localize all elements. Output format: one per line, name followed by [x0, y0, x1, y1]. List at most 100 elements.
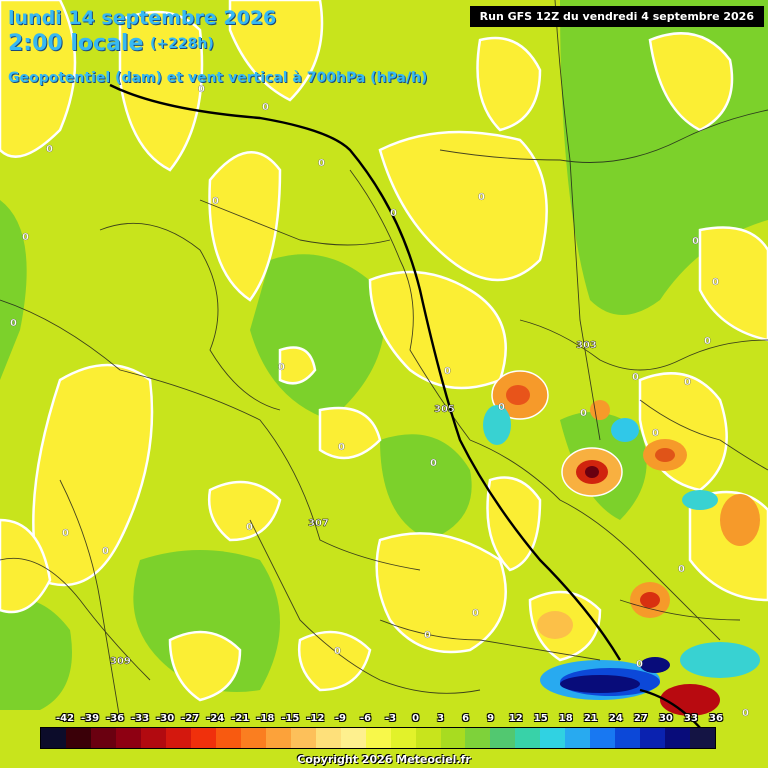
contour-label: 0 [198, 84, 205, 95]
contour-label: 0 [62, 528, 69, 539]
legend-swatch [565, 728, 591, 748]
legend-swatch [165, 728, 191, 748]
contour-label: 0 [430, 458, 437, 469]
forecast-date: lundi 14 septembre 2026 [8, 7, 277, 29]
legend-swatch [315, 728, 341, 748]
contour-label: 0 [636, 659, 643, 670]
legend-tick: 24 [608, 713, 623, 724]
legend-tick: 33 [683, 713, 698, 724]
contour-label: 0 [478, 192, 485, 203]
legend-tick: -42 [55, 713, 75, 724]
legend-tick: 6 [462, 713, 470, 724]
legend-tick: 30 [658, 713, 673, 724]
legend-tick: -12 [306, 713, 325, 724]
contour-label: 0 [580, 408, 587, 419]
legend-tick: 0 [412, 713, 420, 724]
contour-label: 0 [472, 608, 479, 619]
country-borders [0, 0, 768, 721]
upward-motion-field [483, 405, 760, 700]
legend-tick: -30 [156, 713, 175, 724]
contour-label: 0 [334, 646, 341, 657]
legend-tick: -3 [384, 713, 397, 724]
map-subtitle: Geopotentiel (dam) et vent vertical à 70… [8, 70, 428, 86]
legend-swatch [90, 728, 116, 748]
legend-swatch [590, 728, 616, 748]
color-legend: -42 -39 -36 -33 -30 -27 -24 -21 -18 -15 -12 -9 -6 -3 0… [40, 713, 723, 751]
run-info: Run GFS 12Z du vendredi 4 septembre 2026 [469, 6, 764, 27]
legend-swatch [265, 728, 291, 748]
contour-label: 0 [652, 428, 659, 439]
legend-tick: 27 [633, 713, 648, 724]
contour-label: 0 [712, 277, 719, 288]
contour-label: 0 [262, 102, 269, 113]
legend-swatch [465, 728, 491, 748]
legend-swatch [240, 728, 266, 748]
legend-swatch [665, 728, 691, 748]
contour-label-307: 307 [308, 518, 329, 529]
contour-label-309: 309 [110, 656, 131, 667]
contour-label: 0 [684, 377, 691, 388]
legend-tick: -24 [206, 713, 225, 724]
legend-tick: -36 [106, 713, 125, 724]
legend-tick: 21 [583, 713, 598, 724]
legend-tick: -39 [81, 713, 100, 724]
legend-swatch [365, 728, 391, 748]
contour-label: 0 [742, 708, 749, 719]
legend-bar [40, 727, 716, 749]
legend-swatch [615, 728, 641, 748]
contour-label: 0 [102, 546, 109, 557]
contour-label: 0 [10, 318, 17, 329]
contour-label: 0 [22, 232, 29, 243]
forecast-lead: (+228h) [150, 36, 214, 52]
contour-label: 0 [318, 158, 325, 169]
legend-swatch [65, 728, 91, 748]
legend-swatch [640, 728, 666, 748]
contour-label: 0 [46, 144, 53, 155]
contour-label: 0 [278, 362, 285, 373]
legend-swatch [540, 728, 566, 748]
contour-label: 0 [632, 372, 639, 383]
legend-tick: 36 [709, 713, 723, 724]
legend-swatch [490, 728, 516, 748]
legend-swatch [515, 728, 541, 748]
contour-label: 0 [338, 442, 345, 453]
forecast-time: 2:00 locale [8, 31, 144, 56]
legend-swatch [190, 728, 216, 748]
yellow-field [0, 0, 768, 702]
contour-label: 0 [692, 236, 699, 247]
legend-tick: -21 [231, 713, 250, 724]
copyright: Copyright 2026 Meteociel.fr [297, 753, 471, 766]
legend-ticks: -42 -39 -36 -33 -30 -27 -24 -21 -18 -15 -12 -9 -6 -3 0… [40, 713, 723, 727]
legend-swatch [690, 728, 716, 748]
legend-tick: -27 [181, 713, 200, 724]
legend-swatch [415, 728, 441, 748]
legend-tick: 12 [508, 713, 523, 724]
legend-tick: -9 [334, 713, 346, 724]
legend-swatch [340, 728, 366, 748]
contour-label: 0 [246, 522, 253, 533]
downward-motion-field [491, 370, 760, 716]
legend-swatch [140, 728, 166, 748]
contour-label: 0 [212, 196, 219, 207]
legend-tick: -33 [131, 713, 150, 724]
legend-swatch [41, 728, 66, 748]
legend-tick: 15 [533, 713, 548, 724]
legend-swatch [215, 728, 241, 748]
contour-label: 0 [678, 564, 685, 575]
contour-label: 0 [424, 630, 431, 641]
contour-label-305: 305 [434, 404, 455, 415]
legend-tick: -15 [281, 713, 300, 724]
contour-label: 0 [444, 366, 451, 377]
contour-label: 0 [390, 208, 397, 219]
legend-tick: 3 [437, 713, 445, 724]
legend-tick: 9 [487, 713, 495, 724]
contour-label: 0 [704, 336, 711, 347]
legend-tick: 18 [558, 713, 573, 724]
legend-swatch [115, 728, 141, 748]
contour-label: 0 [498, 402, 505, 413]
contour-label-303: 303 [576, 340, 597, 351]
legend-swatch [440, 728, 466, 748]
legend-tick: -6 [359, 713, 372, 724]
legend-tick: -18 [256, 713, 275, 724]
